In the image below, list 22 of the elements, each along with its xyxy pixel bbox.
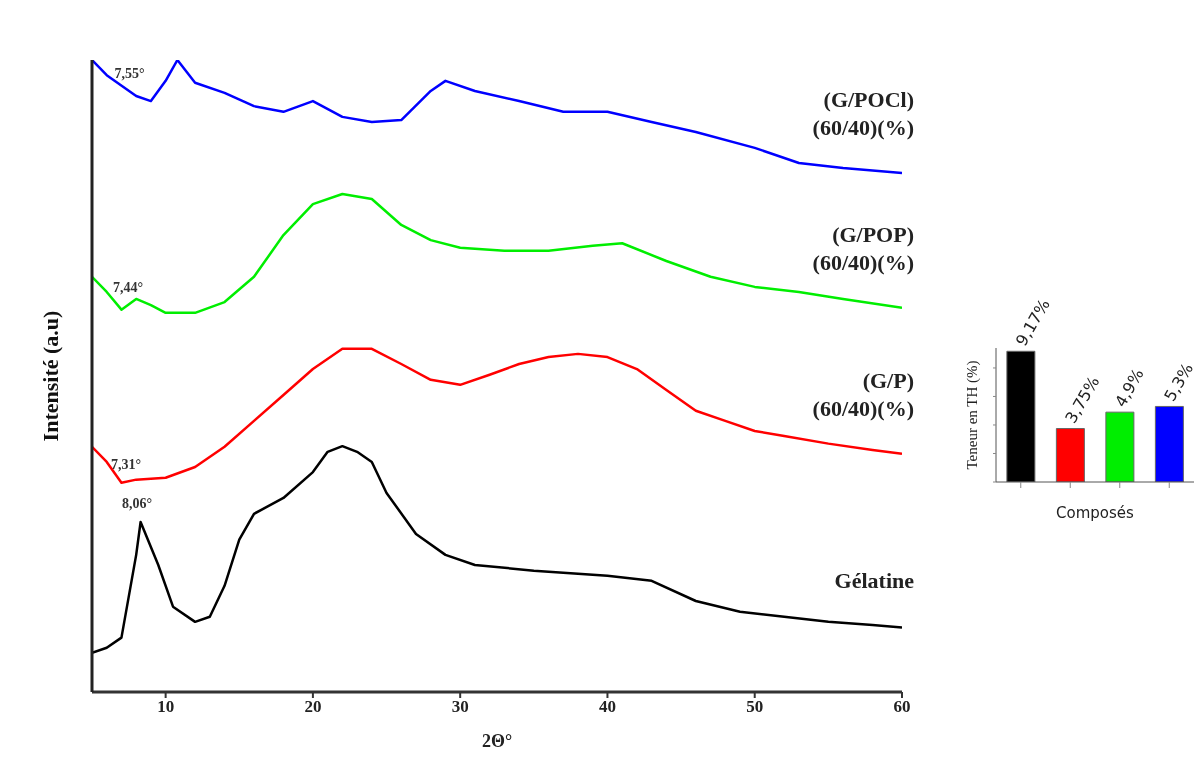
annotation: 8,06° (122, 495, 153, 511)
x-axis-title: 2Θ° (481, 731, 513, 751)
bar (1006, 350, 1036, 482)
bar (1105, 411, 1135, 482)
annotation: 7,55° (114, 65, 145, 81)
annotation: 7,44° (112, 280, 143, 296)
bar (1055, 428, 1085, 482)
x-tick-label: 10 (157, 697, 175, 717)
series-label: (G/P) (60/40)(%) (812, 367, 914, 421)
series-label: (G/POCl) (60/40)(%) (812, 87, 914, 141)
x-tick-label: 60 (893, 697, 911, 717)
x-tick-label: 30 (451, 697, 469, 717)
y-axis-title: Teneur en TH (%) (964, 360, 982, 470)
y-axis-title: Intensité (a.u) (37, 310, 63, 442)
annotation: 7,31° (110, 457, 142, 473)
x-tick-label: 50 (746, 697, 764, 717)
series-label: (G/POP) (60/40)(%) (812, 221, 914, 275)
bar (1154, 405, 1184, 482)
series-label: Gélatine (834, 567, 915, 593)
x-tick-label: 40 (598, 697, 616, 717)
x-tick-label: 20 (304, 697, 322, 717)
x-axis-title: Composés (1056, 504, 1135, 522)
